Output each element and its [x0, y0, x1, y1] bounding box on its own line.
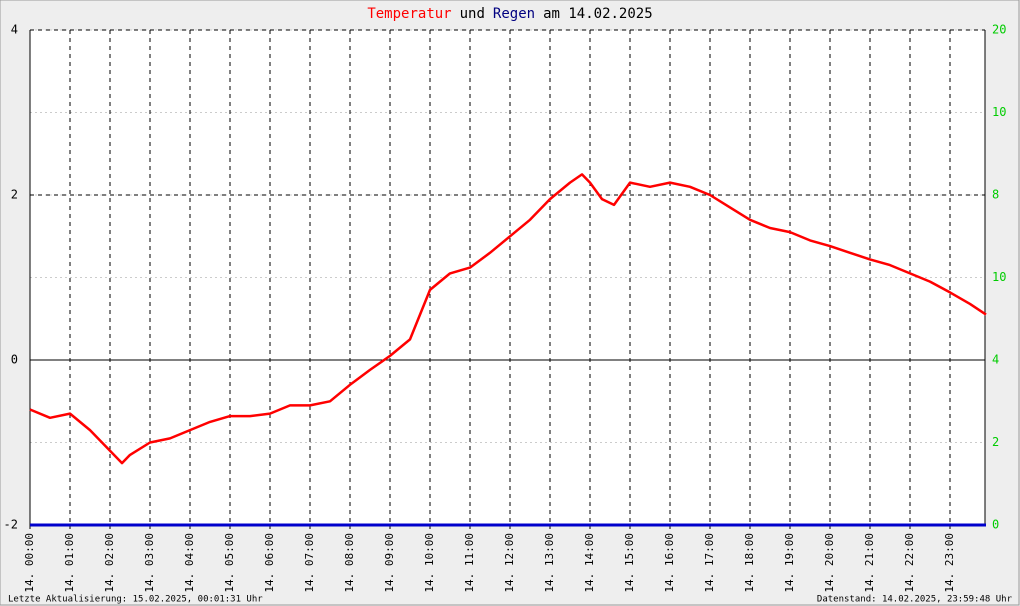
x-tick-label: 14. 04:00 [183, 533, 196, 593]
x-tick-label: 14. 19:00 [783, 533, 796, 593]
footer-left: Letzte Aktualisierung: 15.02.2025, 00:01… [8, 595, 263, 605]
footer-right: Datenstand: 14.02.2025, 23:59:48 Uhr [817, 595, 1013, 605]
y2-tick-label: 10 [992, 270, 1006, 284]
y2-tick-label: 8 [992, 188, 999, 202]
y2-tick-label: 4 [992, 353, 999, 367]
x-tick-label: 14. 20:00 [823, 533, 836, 593]
x-tick-label: 14. 07:00 [303, 533, 316, 593]
x-tick-label: 14. 12:00 [503, 533, 516, 593]
x-tick-label: 14. 02:00 [103, 533, 116, 593]
y2-tick-label: 0 [992, 518, 999, 532]
x-tick-label: 14. 10:00 [423, 533, 436, 593]
x-tick-label: 14. 11:00 [463, 533, 476, 593]
x-tick-label: 14. 16:00 [663, 533, 676, 593]
title-part: Regen [493, 6, 535, 22]
y2-tick-label: 10 [992, 105, 1006, 119]
x-tick-label: 14. 14:00 [583, 533, 596, 593]
x-tick-label: 14. 09:00 [383, 533, 396, 593]
y-tick-label: -2 [4, 518, 18, 532]
y2-tick-label: 2 [992, 435, 999, 449]
x-tick-label: 14. 13:00 [543, 533, 556, 593]
x-tick-label: 14. 17:00 [703, 533, 716, 593]
y-tick-label: 4 [11, 23, 18, 37]
x-tick-label: 14. 00:00 [23, 533, 36, 593]
x-tick-label: 14. 08:00 [343, 533, 356, 593]
x-tick-label: 14. 23:00 [943, 533, 956, 593]
x-tick-label: 14. 05:00 [223, 533, 236, 593]
title-part: und [460, 6, 485, 22]
x-tick-label: 14. 21:00 [863, 533, 876, 593]
series-line [29, 173, 987, 465]
y2-tick-label: 20 [992, 23, 1006, 37]
x-tick-label: 14. 18:00 [743, 533, 756, 593]
x-tick-label: 14. 22:00 [903, 533, 916, 593]
chart-title: Temperatur und Regen am 14.02.2025 [367, 6, 652, 22]
x-tick-label: 14. 06:00 [263, 533, 276, 593]
x-tick-label: 14. 15:00 [623, 533, 636, 593]
x-tick-label: 14. 03:00 [143, 533, 156, 593]
y-tick-label: 2 [11, 188, 18, 202]
y-tick-label: 0 [11, 353, 18, 367]
title-part: am 14.02.2025 [543, 6, 653, 22]
title-part: Temperatur [367, 6, 451, 22]
x-tick-label: 14. 01:00 [63, 533, 76, 593]
